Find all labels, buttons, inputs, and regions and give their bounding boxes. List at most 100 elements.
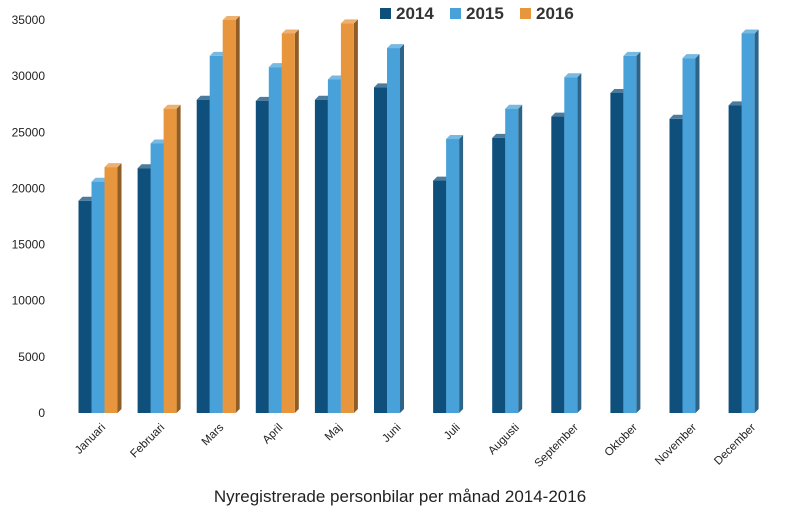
bar-front	[137, 168, 151, 413]
bar-top	[669, 114, 687, 119]
bar-side	[353, 19, 358, 414]
bar-side	[459, 135, 464, 413]
bar-2015-juni	[387, 44, 404, 413]
bar-front	[741, 33, 755, 414]
bar-2016-april	[281, 29, 299, 414]
bar-side	[518, 104, 523, 413]
legend-item-2014: 2014	[380, 4, 434, 23]
bar-side	[294, 29, 299, 414]
bar-front	[387, 48, 400, 413]
bar-front	[209, 55, 223, 413]
bar-top	[268, 63, 286, 68]
legend-swatch	[520, 8, 531, 19]
legend-label: 2016	[536, 4, 574, 23]
bar-front	[446, 139, 460, 413]
bar-top	[255, 96, 273, 101]
bars	[78, 16, 759, 414]
y-tick-label: 15000	[12, 238, 46, 252]
bar-front	[505, 108, 519, 413]
legend-label: 2015	[466, 4, 504, 23]
bar-front	[682, 58, 696, 413]
bar-front	[564, 77, 578, 413]
bar-side	[117, 163, 122, 413]
y-tick-label: 10000	[12, 294, 46, 308]
bar-front	[255, 100, 269, 414]
bar-front	[327, 79, 341, 414]
bar-front	[78, 200, 92, 413]
x-axis-label: Nyregistrerade personbilar per månad 201…	[214, 487, 586, 506]
legend-swatch	[450, 8, 461, 19]
bar-top	[682, 54, 700, 59]
bar-top	[741, 29, 759, 34]
y-tick-label: 30000	[12, 69, 46, 83]
bar-side	[400, 44, 404, 413]
x-tick-label: Februari	[128, 422, 167, 461]
bar-2016-maj	[340, 19, 358, 414]
bar-top	[433, 176, 451, 181]
bar-2016-januari	[104, 163, 122, 413]
bar-side	[577, 73, 582, 413]
bar-front	[610, 92, 624, 413]
bar-2015-november	[682, 54, 700, 413]
bar-top	[327, 75, 345, 80]
bar-2015-oktober	[623, 51, 641, 413]
legend: 2014 2015 2016	[380, 4, 574, 23]
bar-front	[728, 105, 742, 413]
bar-front	[314, 99, 328, 414]
x-tick-label: Maj	[323, 422, 345, 444]
bar-top	[446, 135, 464, 140]
bar-front	[281, 33, 295, 414]
bar-front	[91, 181, 105, 413]
bar-top	[610, 88, 628, 93]
bar-top	[78, 196, 96, 201]
bar-front	[196, 99, 210, 414]
bar-front	[222, 20, 236, 413]
bar-side	[176, 104, 181, 413]
y-tick-label: 0	[38, 406, 45, 420]
legend-item-2015: 2015	[450, 4, 504, 23]
legend-label: 2014	[396, 4, 434, 23]
bar-top	[492, 133, 510, 138]
x-axis-ticks: Januari Februari Mars April Maj Juni Juli Augus…	[73, 421, 758, 469]
bar-front	[268, 67, 282, 413]
x-tick-label: Juli	[442, 422, 463, 443]
bar-top	[163, 104, 181, 109]
bar-front	[492, 137, 506, 413]
bar-top	[209, 51, 227, 56]
bar-side	[754, 29, 759, 414]
bar-top	[505, 104, 523, 109]
bar-2015-juli	[446, 135, 464, 413]
bar-top	[104, 163, 122, 168]
bar-top	[623, 51, 641, 56]
y-tick-label: 5000	[18, 350, 45, 364]
bar-2016-mars	[222, 16, 240, 413]
bar-top	[387, 44, 404, 49]
y-axis-ticks: 0 5000 10000 15000 20000 25000 30000 35000	[12, 13, 46, 420]
bar-top	[314, 95, 332, 100]
bar-front	[623, 55, 637, 413]
y-tick-label: 35000	[12, 13, 46, 27]
bar-top	[91, 177, 109, 182]
bar-2015-september	[564, 73, 582, 413]
y-tick-label: 25000	[12, 125, 46, 139]
bar-front	[150, 143, 164, 413]
bar-front	[551, 116, 565, 414]
bar-front	[104, 167, 118, 413]
legend-item-2016: 2016	[520, 4, 574, 23]
bar-top	[222, 16, 240, 20]
x-tick-label: Januari	[73, 422, 108, 457]
bar-top	[374, 83, 391, 88]
bar-top	[281, 29, 299, 34]
bar-top	[551, 112, 569, 117]
bar-2015-december	[741, 29, 759, 414]
y-tick-label: 20000	[12, 181, 46, 195]
bar-side	[235, 16, 240, 413]
bar-2015-augusti	[505, 104, 523, 413]
bar-front	[433, 180, 447, 413]
x-tick-label: Mars	[200, 421, 227, 448]
x-tick-label: September	[533, 422, 581, 470]
bar-side	[695, 54, 700, 413]
x-tick-label: April	[261, 422, 286, 447]
x-tick-label: Augusti	[486, 422, 522, 458]
